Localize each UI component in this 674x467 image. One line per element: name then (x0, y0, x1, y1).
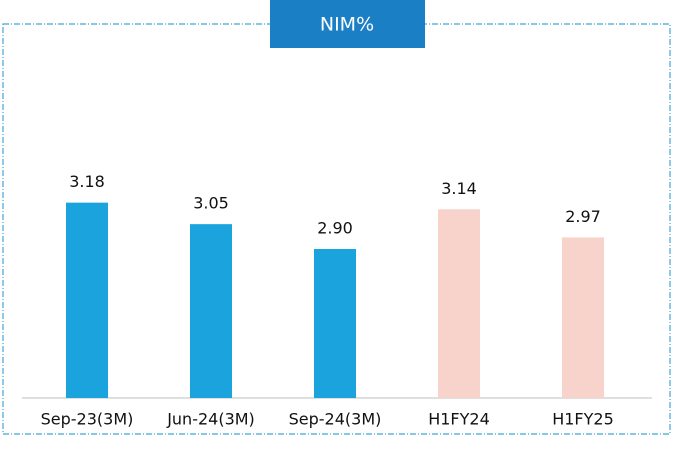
value-label: 2.97 (565, 207, 601, 226)
bar (438, 209, 480, 398)
x-tick-label: H1FY24 (428, 410, 490, 429)
bar (314, 249, 356, 398)
title-box (270, 0, 425, 48)
bar (190, 224, 232, 398)
x-tick-label: Jun-24(3M) (166, 410, 255, 429)
x-tick-label: H1FY25 (552, 410, 614, 429)
value-label: 2.90 (317, 219, 353, 238)
x-tick-label: Sep-23(3M) (41, 410, 134, 429)
bar (562, 237, 604, 398)
x-tick-label: Sep-24(3M) (289, 410, 382, 429)
value-label: 3.18 (69, 172, 105, 191)
chart-title: NIM% (320, 14, 374, 36)
value-label: 3.05 (193, 194, 229, 213)
value-label: 3.14 (441, 179, 477, 198)
bar (66, 202, 108, 398)
